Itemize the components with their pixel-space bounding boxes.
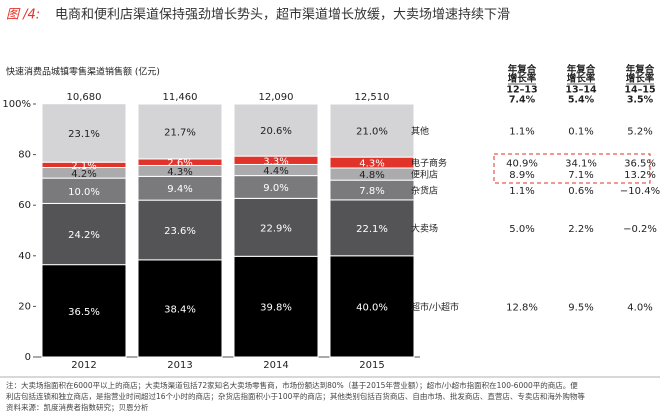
segment-label: 4.3% [167,167,192,178]
segment-label: 4.2% [71,169,96,180]
cagr-header: 年复合 [508,64,537,76]
cagr-value: 13.2% [624,170,656,181]
y-tick-label: 0 [25,352,31,363]
segment-label: 7.8% [359,186,384,197]
footnote: 资料来源：凯度消费者指数研究；贝恩分析 [6,402,149,412]
bar-segment [41,103,127,163]
total-label: 10,680 [67,92,102,103]
segment-label: 3.3% [263,156,288,167]
bar-segment [137,199,223,261]
bar-segment [137,259,223,358]
highlight-box [493,153,651,184]
cagr-total: 7.4% [509,95,536,106]
legend-label: 便利店 [411,169,438,181]
bar-segment [329,199,415,257]
x-tick-label: 2015 [359,360,384,371]
bar-segment [41,202,127,266]
legend-label: 其他 [411,125,429,137]
cagr-period: 12–13 [506,85,537,96]
segment-label: 4.4% [263,166,288,177]
x-tick-label: 2014 [263,360,288,371]
segment-label: 21.7% [164,127,196,138]
cagr-period: 14–15 [624,85,655,96]
segment-label: 10.0% [68,187,100,198]
segment-label: 9.0% [263,183,288,194]
y-tick-label: 80 [18,150,31,161]
segment-label: 4.8% [359,170,384,181]
total-label: 12,090 [259,92,294,103]
segment-label: 23.6% [164,226,196,237]
segment-label: 4.3% [359,159,384,170]
segment-label: 20.6% [260,126,292,137]
cagr-value: −0.2% [623,224,657,235]
segment-label: 40.0% [356,302,388,313]
cagr-header: 年复合 [626,64,655,76]
segment-label: 22.9% [260,223,292,234]
cagr-value: 1.1% [509,127,534,138]
cagr-value: 12.8% [506,302,538,313]
cagr-header: 年复合 [567,64,596,76]
x-tick-label: 2013 [167,360,192,371]
segment-label: 24.2% [68,230,100,241]
legend-label: 杂货店 [411,185,438,197]
cagr-header: 增长率 [508,73,537,85]
cagr-value: 40.9% [506,159,538,170]
y-tick-label: 20 [18,301,31,312]
segment-label: 21.0% [356,127,388,138]
bar-segment [329,255,415,358]
cagr-value: 36.5% [624,159,656,170]
cagr-header: 增长率 [626,73,655,85]
cagr-value: −10.4% [620,186,660,197]
cagr-value: 5.2% [627,127,652,138]
cagr-value: 0.6% [568,186,593,197]
cagr-value: 0.1% [568,127,593,138]
segment-label: 2.1% [71,161,96,172]
segment-label: 39.8% [260,303,292,314]
bar-segment [233,103,319,157]
segment-label: 22.1% [356,224,388,235]
cagr-value: 2.2% [568,224,593,235]
cagr-header: 增长率 [567,73,596,85]
bar-segment [41,264,127,358]
cagr-total: 3.5% [627,95,654,106]
legend-label: 超市/小超市 [411,301,459,313]
cagr-value: 1.1% [509,186,534,197]
segment-label: 9.4% [167,184,192,195]
cagr-value: 9.5% [568,302,593,313]
cagr-period: 13–14 [565,85,597,96]
segment-label: 2.6% [167,158,192,169]
cagr-value: 4.0% [627,302,652,313]
cagr-total: 5.4% [568,95,595,106]
cagr-value: 34.1% [565,159,597,170]
y-tick-label: 60 [18,200,31,211]
segment-label: 36.5% [68,307,100,318]
bar-segment [329,103,415,158]
cagr-value: 8.9% [509,170,534,181]
bar-segment [233,255,319,358]
legend-label: 大卖场 [411,222,438,234]
total-label: 11,460 [163,92,198,103]
footnote: 注：大卖场指面积在6000平以上的商店；大卖场渠道包括72家知名大卖场零售商，市… [6,380,578,390]
bar-segment [233,197,319,257]
cagr-value: 5.0% [509,224,534,235]
chart-title: 电商和便利店渠道保持强劲增长势头，超市渠道增长放缓，大卖场增速持续下滑 [55,7,510,23]
cagr-value: 7.1% [568,170,593,181]
x-tick-label: 2012 [71,360,96,371]
segment-label: 23.1% [68,129,100,140]
y-tick-label: 40 [18,251,31,262]
bar-segment [137,103,223,160]
y-tick-label: 100% [2,99,31,110]
legend-label: 电子商务 [411,157,447,169]
figure-label: 图 /4: [6,8,40,23]
segment-label: 38.4% [164,304,196,315]
chart-subtitle: 快速消费品城镇零售渠道销售额 (亿元) [6,66,160,78]
total-label: 12,510 [355,92,390,103]
footnote: 利店包括连锁和独立商店，是指营业时间超过16个小时的商店；杂货店指面积小于100… [6,391,585,401]
